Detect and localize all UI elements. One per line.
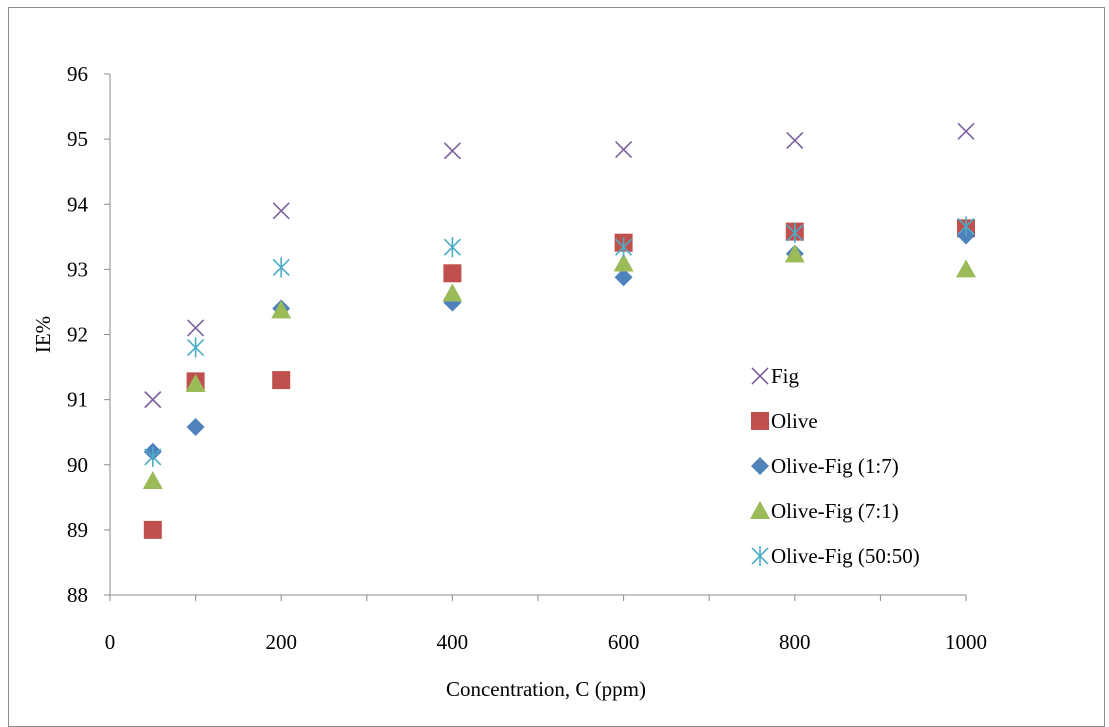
point-olive-fig-7-1 xyxy=(613,253,634,272)
point-fig xyxy=(272,202,290,220)
y-tick-label: 91 xyxy=(67,388,88,412)
point-olive-fig-50-50 xyxy=(786,222,804,243)
point-olive-fig-50-50 xyxy=(615,237,633,258)
y-tick-labels: 88 89 90 91 92 93 94 95 96 xyxy=(67,62,89,607)
x-tick-label: 0 xyxy=(105,630,116,654)
y-tick-label: 92 xyxy=(67,323,88,347)
point-fig xyxy=(144,391,162,409)
point-olive xyxy=(143,520,162,539)
point-olive-fig-1-7 xyxy=(186,417,205,436)
legend-marker-olive-fig-1-7 xyxy=(751,457,769,475)
point-olive-fig-50-50 xyxy=(272,257,290,278)
point-fig xyxy=(786,131,804,149)
x-tick-label: 800 xyxy=(779,630,811,654)
point-fig xyxy=(187,319,205,337)
legend-label-olive-fig-50-50: Olive-Fig (50:50) xyxy=(771,544,920,568)
y-tick-label: 88 xyxy=(67,583,88,607)
legend-label-olive-fig-1-7: Olive-Fig (1:7) xyxy=(771,454,899,478)
x-tick-label: 600 xyxy=(608,630,640,654)
legend-marker-olive xyxy=(751,412,769,430)
axes xyxy=(104,73,967,601)
point-olive-fig-50-50 xyxy=(957,216,975,237)
point-fig xyxy=(443,142,461,160)
x-tick-labels: 0 200 400 600 800 1000 xyxy=(105,630,987,654)
scatter-chart: 88 89 90 91 92 93 94 95 96 0 200 400 600 800 1000 Fig… xyxy=(31,62,987,701)
legend: Fig Olive Olive-Fig (1:7) Olive-Fig (7:1) Ol… xyxy=(750,364,920,568)
point-olive xyxy=(272,371,291,390)
x-tick-label: 1000 xyxy=(945,630,987,654)
point-olive-fig-7-1 xyxy=(442,283,463,302)
legend-label-fig: Fig xyxy=(771,364,800,388)
legend-marker-olive-fig-7-1 xyxy=(750,501,770,519)
legend-marker-fig xyxy=(751,367,769,385)
y-tick-label: 95 xyxy=(67,127,88,151)
point-olive xyxy=(443,264,462,283)
point-olive-fig-50-50 xyxy=(187,337,205,358)
legend-marker-olive-fig-50-50 xyxy=(751,546,769,566)
chart-frame xyxy=(8,7,1105,727)
point-fig xyxy=(615,140,633,159)
point-olive-fig-7-1 xyxy=(784,244,805,263)
point-olive-fig-7-1 xyxy=(185,373,206,392)
x-axis-title: Concentration, C (ppm) xyxy=(446,677,646,701)
y-tick-label: 90 xyxy=(67,453,88,477)
legend-label-olive-fig-7-1: Olive-Fig (7:1) xyxy=(771,499,899,523)
data-points xyxy=(142,122,976,539)
point-olive-fig-7-1 xyxy=(142,471,163,490)
x-tick-label: 200 xyxy=(265,630,297,654)
point-olive-fig-1-7 xyxy=(614,268,633,287)
point-olive-fig-50-50 xyxy=(144,446,162,467)
point-olive-fig-7-1 xyxy=(271,300,292,319)
point-fig xyxy=(957,122,975,140)
point-olive-fig-50-50 xyxy=(443,237,461,258)
point-olive-fig-7-1 xyxy=(956,259,976,278)
y-tick-label: 96 xyxy=(67,62,88,86)
y-tick-label: 89 xyxy=(67,518,88,542)
y-tick-label: 94 xyxy=(67,192,89,216)
y-axis-title: IE% xyxy=(31,316,55,353)
y-tick-label: 93 xyxy=(67,257,88,281)
legend-label-olive: Olive xyxy=(771,409,818,433)
x-tick-label: 400 xyxy=(437,630,469,654)
